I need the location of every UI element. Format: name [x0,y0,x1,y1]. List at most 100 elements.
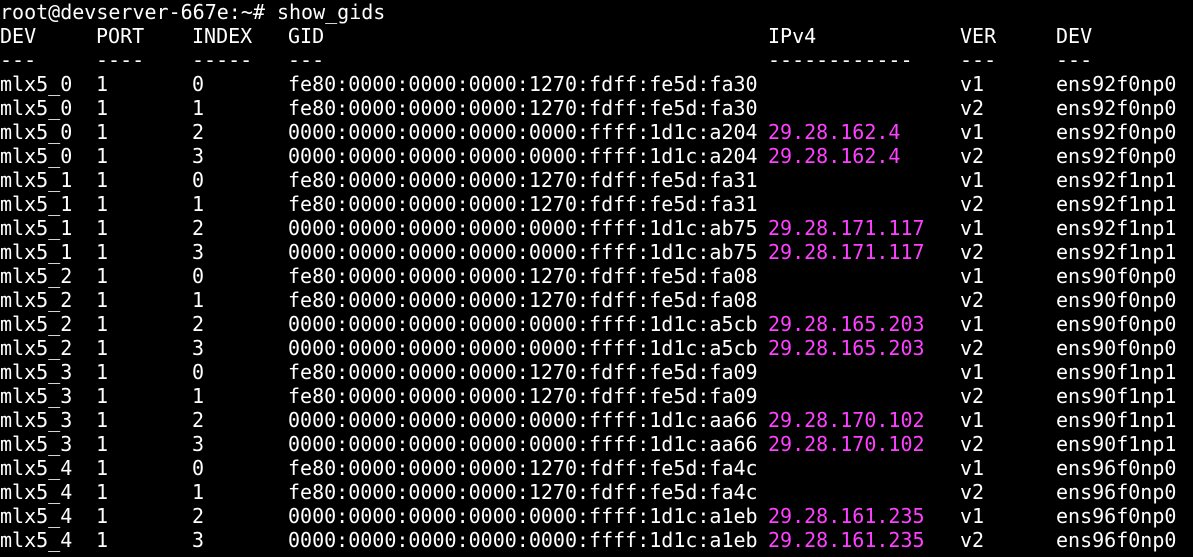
table-row: mlx5_2 1 0 fe80:0000:0000:0000:1270:fdff:fe… [0,264,1193,288]
cell-ver: v1 [960,504,985,528]
cell-ipv4: 29.28.162.4 [768,144,901,168]
cell-gid: 0000:0000:0000:0000:0000:ffff:1d1c:a1eb [288,528,758,552]
cell-dev: mlx5_1 [0,168,73,192]
cell-ver: v1 [960,264,985,288]
separator-netdev: --- [1056,48,1093,72]
cell-gid: 0000:0000:0000:0000:0000:ffff:1d1c:a204 [288,144,758,168]
cell-port: 1 [96,408,109,432]
cell-ver: v1 [960,120,985,144]
cell-dev: mlx5_4 [0,504,73,528]
table-row: mlx5_0 1 1 fe80:0000:0000:0000:1270:fdff:fe… [0,96,1193,120]
cell-port: 1 [96,192,109,216]
cell-port: 1 [96,264,109,288]
cell-dev: mlx5_1 [0,216,73,240]
cell-netdev: ens90f0np0 [1056,312,1177,336]
cell-gid: fe80:0000:0000:0000:1270:fdff:fe5d:fa08 [288,264,758,288]
cell-ipv4: 29.28.170.102 [768,408,925,432]
cell-port: 1 [96,288,109,312]
table-row: mlx5_4 1 2 0000:0000:0000:0000:0000:ffff:1d… [0,504,1193,528]
table-row: mlx5_3 1 1 fe80:0000:0000:0000:1270:fdff:fe… [0,384,1193,408]
cell-ipv4: 29.28.170.102 [768,432,925,456]
cell-port: 1 [96,168,109,192]
table-row: mlx5_0 1 2 0000:0000:0000:0000:0000:ffff:1d… [0,120,1193,144]
table-row: mlx5_2 1 2 0000:0000:0000:0000:0000:ffff:1d… [0,312,1193,336]
cell-gid: fe80:0000:0000:0000:1270:fdff:fe5d:fa4c [288,480,758,504]
cell-port: 1 [96,360,109,384]
cell-netdev: ens92f1np1 [1056,240,1177,264]
cell-ipv4: 29.28.165.203 [768,336,925,360]
cell-index: 1 [192,192,205,216]
cell-port: 1 [96,144,109,168]
separator-index: ----- [192,48,253,72]
cell-netdev: ens90f0np0 [1056,336,1177,360]
cell-index: 1 [192,288,205,312]
table-row: mlx5_2 1 3 0000:0000:0000:0000:0000:ffff:1d… [0,336,1193,360]
cell-netdev: ens96f0np0 [1056,504,1177,528]
cell-port: 1 [96,504,109,528]
cell-gid: fe80:0000:0000:0000:1270:fdff:fe5d:fa4c [288,456,758,480]
cell-index: 2 [192,312,205,336]
cell-netdev: ens90f1np1 [1056,408,1177,432]
cell-port: 1 [96,384,109,408]
cell-ipv4: 29.28.171.117 [768,216,925,240]
cell-dev: mlx5_0 [0,72,73,96]
cell-port: 1 [96,432,109,456]
cell-index: 2 [192,408,205,432]
cell-ver: v1 [960,312,985,336]
cell-dev: mlx5_2 [0,264,73,288]
table-row: mlx5_3 1 0 fe80:0000:0000:0000:1270:fdff:fe… [0,360,1193,384]
cell-index: 2 [192,120,205,144]
cell-index: 1 [192,96,205,120]
cell-ver: v2 [960,432,985,456]
cell-dev: mlx5_4 [0,480,73,504]
header-gid: GID [288,24,325,48]
cell-gid: 0000:0000:0000:0000:0000:ffff:1d1c:a5cb [288,312,758,336]
cell-netdev: ens90f0np0 [1056,264,1177,288]
cell-port: 1 [96,96,109,120]
cell-dev: mlx5_2 [0,312,73,336]
cell-index: 3 [192,336,205,360]
cell-ver: v1 [960,456,985,480]
cell-gid: fe80:0000:0000:0000:1270:fdff:fe5d:fa09 [288,360,758,384]
cell-ipv4: 29.28.165.203 [768,312,925,336]
cell-dev: mlx5_3 [0,384,73,408]
cell-ver: v1 [960,168,985,192]
cell-port: 1 [96,216,109,240]
table-row: mlx5_1 1 1 fe80:0000:0000:0000:1270:fdff:fe… [0,192,1193,216]
cell-gid: fe80:0000:0000:0000:1270:fdff:fe5d:fa31 [288,168,758,192]
cell-dev: mlx5_2 [0,336,73,360]
cell-ver: v2 [960,384,985,408]
cell-dev: mlx5_3 [0,360,73,384]
cell-ver: v2 [960,240,985,264]
header-port: PORT [96,24,145,48]
cell-index: 0 [192,72,205,96]
separator-gid: --- [288,48,325,72]
table-row: mlx5_3 1 2 0000:0000:0000:0000:0000:ffff:1d… [0,408,1193,432]
cell-port: 1 [96,480,109,504]
cell-ipv4: 29.28.171.117 [768,240,925,264]
cell-port: 1 [96,312,109,336]
cell-netdev: ens92f0np0 [1056,120,1177,144]
cell-ver: v2 [960,192,985,216]
shell-prompt: root@devserver-667e:~# [0,0,277,24]
table-row: mlx5_1 1 2 0000:0000:0000:0000:0000:ffff:1d… [0,216,1193,240]
cell-ver: v2 [960,528,985,552]
cell-netdev: ens90f1np1 [1056,384,1177,408]
cell-ipv4: 29.28.161.235 [768,528,925,552]
cell-index: 1 [192,384,205,408]
cell-gid: fe80:0000:0000:0000:1270:fdff:fe5d:fa09 [288,384,758,408]
cell-netdev: ens96f0np0 [1056,480,1177,504]
cell-ver: v2 [960,288,985,312]
table-row: mlx5_0 1 0 fe80:0000:0000:0000:1270:fdff:fe… [0,72,1193,96]
cell-netdev: ens92f1np1 [1056,168,1177,192]
cell-netdev: ens92f1np1 [1056,192,1177,216]
cell-index: 0 [192,264,205,288]
cell-index: 3 [192,240,205,264]
cell-gid: 0000:0000:0000:0000:0000:ffff:1d1c:a5cb [288,336,758,360]
cell-index: 2 [192,216,205,240]
table-row: mlx5_1 1 0 fe80:0000:0000:0000:1270:fdff:fe… [0,168,1193,192]
command-line: root@devserver-667e:~# show_gids [0,0,1193,24]
table-row: mlx5_0 1 3 0000:0000:0000:0000:0000:ffff:1d… [0,144,1193,168]
table-header: DEV PORT INDEX GID IPv4 VER DEV [0,24,1193,48]
